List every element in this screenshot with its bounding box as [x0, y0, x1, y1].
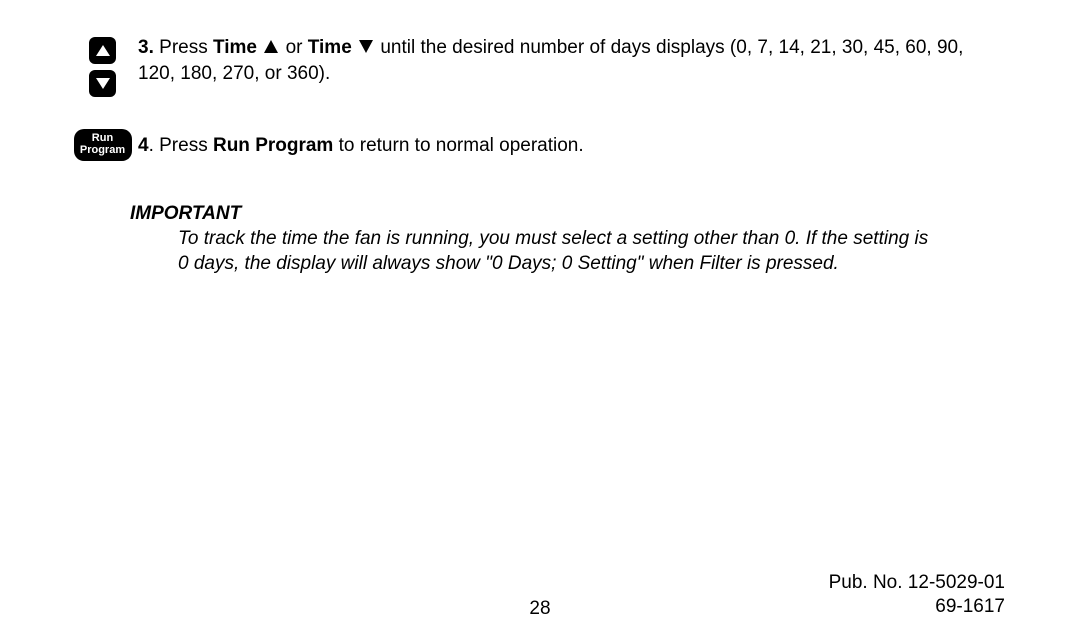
run-program-button-line2: Program [74, 145, 132, 157]
time-up-button-icon [89, 37, 116, 64]
step-4-number: 4 [138, 135, 149, 156]
time-down-button-icon [89, 70, 116, 97]
step-3: 3. Press Time or Time until the desired … [75, 35, 1005, 97]
time-label-1: Time [213, 37, 257, 58]
important-body-line1: To track the time the fan is running, yo… [178, 228, 928, 249]
publication-number: Pub. No. 12-5029-01 [829, 571, 1005, 596]
step-3-lead: Press [159, 37, 213, 58]
step-4: Run Program 4. Press Run Program to retu… [75, 127, 1005, 161]
run-program-button-icon: Run Program [74, 129, 132, 161]
run-program-button-column: Run Program [75, 129, 130, 161]
step-4-tail: to return to normal operation. [333, 135, 583, 156]
document-page: 3. Press Time or Time until the desired … [0, 0, 1080, 640]
run-program-label: Run Program [213, 135, 333, 156]
page-number: 28 [0, 598, 1080, 620]
triangle-up-icon [96, 45, 110, 56]
triangle-up-inline-icon [264, 40, 278, 53]
important-note: IMPORTANT To track the time the fan is r… [130, 201, 1005, 276]
step-4-lead: Press [154, 135, 213, 156]
triangle-down-inline-icon [359, 40, 373, 53]
time-arrow-buttons [75, 37, 130, 97]
step-3-text: 3. Press Time or Time until the desired … [130, 35, 1005, 86]
step-3-tail-1: until the desired number of days display… [380, 37, 963, 58]
run-program-button-line1: Run [74, 133, 132, 145]
step-3-tail-2: 120, 180, 270, or 360). [138, 63, 330, 84]
step-3-number: 3. [138, 37, 154, 58]
important-title: IMPORTANT [130, 201, 1005, 226]
step-4-text: 4. Press Run Program to return to normal… [130, 127, 1005, 159]
triangle-down-icon [96, 78, 110, 89]
important-body-line2: 0 days, the display will always show "0 … [178, 253, 839, 274]
time-label-2: Time [308, 37, 352, 58]
page-footer: Pub. No. 12-5029-01 69-1617 28 [0, 571, 1080, 620]
step-3-or: or [286, 37, 308, 58]
important-body: To track the time the fan is running, yo… [130, 226, 1005, 276]
